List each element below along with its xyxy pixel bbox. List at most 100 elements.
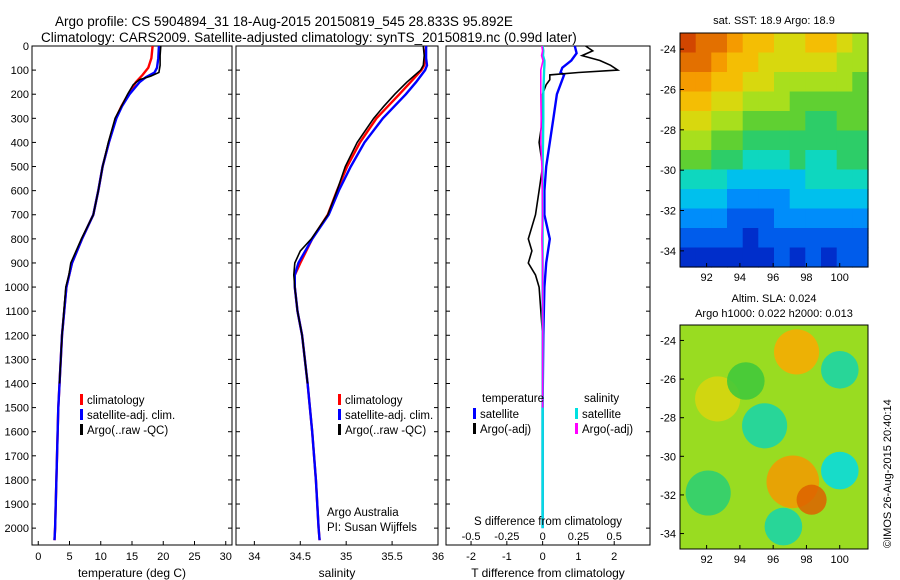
sla-blob xyxy=(727,362,765,400)
sst-cell xyxy=(789,52,806,73)
sst-cell xyxy=(742,169,759,190)
temperature-legend-swatch xyxy=(80,409,83,420)
salinity-plot-frame xyxy=(235,45,439,546)
sst-cell xyxy=(774,150,791,171)
sst-cell xyxy=(821,228,838,249)
depth-tick-label: 2000 xyxy=(5,523,29,535)
sst-cell xyxy=(852,111,869,132)
annotation-argo-australia: Argo Australia xyxy=(327,507,399,519)
depth-tick-label: 1200 xyxy=(5,330,29,342)
sst-cell xyxy=(852,130,869,151)
sst-cell xyxy=(680,130,697,151)
depth-tick-label: 900 xyxy=(11,258,29,270)
sst-cell xyxy=(727,150,744,171)
salinity-xtick-label: 36 xyxy=(432,551,444,563)
sst-cell xyxy=(727,228,744,249)
difference-top-tick-label: 0 xyxy=(540,531,546,543)
temperature-series-climatology xyxy=(53,45,154,541)
sst-cell xyxy=(695,208,712,229)
depth-tick-label: 100 xyxy=(11,65,29,77)
temperature-series-satellite-adj-clim- xyxy=(53,45,161,541)
sla-blob xyxy=(764,507,803,546)
difference-legend-label: Argo(-adj) xyxy=(480,424,531,436)
sst-cell xyxy=(695,130,712,151)
depth-tick-label: 1100 xyxy=(5,306,29,318)
sst-cell xyxy=(695,189,712,210)
sst-cell xyxy=(774,72,791,93)
sst-cell xyxy=(821,33,838,54)
salinity-legend-label: Argo(..raw -QC) xyxy=(345,425,426,437)
difference-xtick-label: -1 xyxy=(502,551,512,563)
sst-cell xyxy=(680,150,697,171)
sst-cell xyxy=(680,91,697,112)
sst-cell xyxy=(836,91,853,112)
difference-xtick-label: 1 xyxy=(575,551,581,563)
sst-cell xyxy=(821,130,838,151)
sst-cell xyxy=(742,111,759,132)
sst-cell xyxy=(727,33,744,54)
temperature-xtick-label: 25 xyxy=(188,551,200,563)
depth-tick-label: 700 xyxy=(11,210,29,222)
temperature-series-argo-raw-qc- xyxy=(58,45,162,384)
sst-cell xyxy=(742,33,759,54)
difference-legend-swatch xyxy=(473,408,476,419)
sst-cell xyxy=(711,52,728,73)
salinity-xtick-label: 35 xyxy=(340,551,352,563)
difference-top-tick-label: 0.25 xyxy=(568,531,589,543)
sst-lat-label: -32 xyxy=(660,206,676,218)
depth-tick-label: 1900 xyxy=(5,499,29,511)
temperature-xtick-label: 20 xyxy=(157,551,169,563)
sla-blob xyxy=(685,470,731,516)
sst-cell xyxy=(805,91,822,112)
sst-cell xyxy=(836,72,853,93)
sst-cell xyxy=(758,208,775,229)
sla-lat-label: -30 xyxy=(660,451,676,463)
sst-cell xyxy=(680,72,697,93)
sst-cell xyxy=(727,189,744,210)
difference-series-temperature-satellite xyxy=(541,45,578,529)
sst-cell xyxy=(774,91,791,112)
sst-cell xyxy=(711,247,728,268)
sst-cell xyxy=(852,228,869,249)
salinity-legend-label: climatology xyxy=(345,395,403,407)
sst-cell xyxy=(695,72,712,93)
temperature-legend-swatch xyxy=(80,424,83,435)
sst-lon-label: 94 xyxy=(734,272,746,284)
sst-cell xyxy=(789,208,806,229)
sst-cell xyxy=(836,130,853,151)
depth-tick-label: 500 xyxy=(11,162,29,174)
sst-map-cells xyxy=(680,33,869,268)
sst-cell xyxy=(680,208,697,229)
sst-cell xyxy=(758,72,775,93)
sst-cell xyxy=(711,169,728,190)
sst-cell xyxy=(680,33,697,54)
sst-cell xyxy=(805,189,822,210)
sst-cell xyxy=(727,91,744,112)
sst-cell xyxy=(711,72,728,93)
sst-lat-label: -34 xyxy=(660,246,676,258)
sst-cell xyxy=(711,228,728,249)
sst-cell xyxy=(758,228,775,249)
sst-cell xyxy=(742,208,759,229)
difference-profile-panel: -2 -1 0 1 2 T difference from climatology temp… xyxy=(445,45,651,580)
salinity-xtick-label: 35.5 xyxy=(381,551,402,563)
sst-cell xyxy=(774,33,791,54)
sst-cell xyxy=(852,91,869,112)
sst-cell xyxy=(711,208,728,229)
difference-xtick-label: 0 xyxy=(540,551,546,563)
sla-map-panel: 92 94 96 98 100 -24 -26 -28 -30 -32 -34 Altim. SLA:… xyxy=(660,293,869,566)
sst-cell xyxy=(695,228,712,249)
difference-series-salinity-argo-adj- xyxy=(539,45,544,408)
sst-cell xyxy=(774,247,791,268)
sst-cell xyxy=(852,247,869,268)
sst-cell xyxy=(805,111,822,132)
sla-blob xyxy=(742,403,788,449)
sst-cell xyxy=(758,247,775,268)
sst-cell xyxy=(742,228,759,249)
salinity-xlabel: salinity xyxy=(319,566,356,580)
sst-cell xyxy=(695,150,712,171)
sst-cell xyxy=(805,72,822,93)
difference-legend-label: Argo(-adj) xyxy=(582,424,633,436)
sst-cell xyxy=(805,52,822,73)
